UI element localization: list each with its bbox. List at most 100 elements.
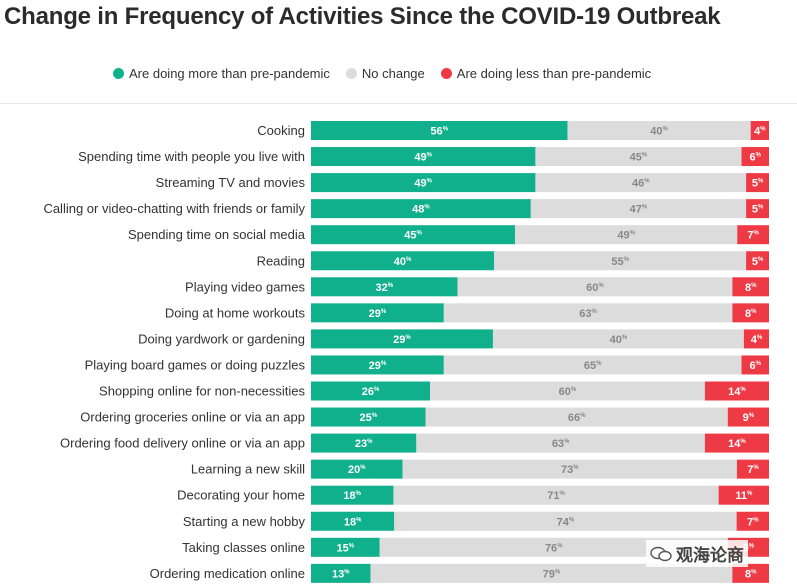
bar-segment-same: [425, 407, 728, 427]
legend-swatch-no-change: [345, 68, 357, 79]
category-label: Cooking: [257, 123, 305, 138]
bar-row: Playing video games 32% 60% 8%: [185, 277, 769, 297]
bar-row: Ordering groceries online or via an app 2…: [80, 407, 769, 427]
legend-item-more: Are doing more than pre-pandemic: [113, 66, 330, 81]
chart-title: Change in Frequency of Activities Since …: [4, 3, 721, 30]
bar-row: Playing board games or doing puzzles 29% 6…: [85, 355, 769, 375]
bar-segment-more: [311, 251, 495, 271]
bar-row: Cooking 56% 40% 4%: [257, 121, 769, 140]
bar-row: Streaming TV and movies 49% 46% 5%: [156, 173, 769, 193]
bar-segment-same: [430, 381, 705, 401]
bar-segment-same: [370, 563, 733, 583]
category-label: Playing video games: [185, 279, 305, 294]
bar-segment-more: [311, 303, 444, 323]
bar-segment-same: [492, 329, 744, 349]
category-label: Doing at home workouts: [165, 305, 306, 320]
legend-item-no-change: No change: [345, 66, 425, 81]
bar-segment-less: [743, 329, 769, 349]
bar-row: Spending time with people you live with 4…: [78, 147, 769, 167]
bar-segment-same: [416, 433, 705, 453]
header-divider: [0, 103, 797, 104]
bar-segment-less: [732, 277, 769, 297]
bar-row: Doing at home workouts 29% 63% 8%: [165, 303, 769, 323]
bar-segment-more: [311, 563, 371, 583]
bar-segment-less: [736, 459, 769, 479]
bar-segment-same: [402, 459, 737, 479]
bar-segment-same: [567, 121, 751, 140]
bar-segment-less: [750, 121, 769, 140]
category-label: Streaming TV and movies: [156, 175, 306, 190]
category-label: Shopping online for non-necessities: [99, 384, 305, 399]
bar-segment-same: [535, 147, 742, 167]
bar-segment-less: [737, 225, 769, 245]
bar-segment-less: [727, 407, 769, 427]
bar-row: Decorating your home 18% 71% 11%: [177, 485, 769, 505]
category-label: Playing board games or doing puzzles: [85, 357, 306, 372]
bar-row: Ordering medication online 13% 79% 8%: [150, 563, 769, 583]
bar-segment-same: [457, 277, 733, 297]
legend-label-less: Are doing less than pre-pandemic: [456, 66, 652, 81]
category-label: Ordering medication online: [150, 566, 305, 581]
category-label: Learning a new skill: [191, 462, 305, 477]
bar-segment-less: [718, 485, 769, 505]
bar-segment-more: [311, 485, 394, 505]
bar-segment-same: [535, 173, 747, 193]
legend: Are doing more than pre-pandemic No chan…: [113, 66, 667, 81]
category-label: Ordering food delivery online or via an …: [60, 436, 305, 451]
bar-segment-less: [704, 381, 769, 401]
bar-row: Ordering food delivery online or via an …: [60, 433, 769, 453]
legend-swatch-more: [113, 68, 124, 79]
bar-segment-same: [393, 485, 719, 505]
category-label: Doing yardwork or gardening: [138, 331, 305, 346]
bar-row: Doing yardwork or gardening 29% 40% 4%: [138, 329, 769, 349]
bar-segment-more: [311, 381, 431, 401]
bar-segment-less: [736, 511, 769, 531]
watermark: 观海论商: [646, 540, 748, 567]
bar-segment-less: [741, 355, 769, 375]
bar-segment-more: [311, 329, 493, 349]
category-label: Spending time on social media: [128, 227, 306, 242]
bar-segment-more: [311, 277, 458, 297]
category-label: Reading: [257, 253, 305, 268]
bar-row: Learning a new skill 20% 73% 7%: [191, 459, 769, 479]
category-label: Calling or video-chatting with friends o…: [43, 201, 305, 216]
legend-swatch-less: [440, 68, 452, 79]
bar-segment-more: [311, 511, 395, 531]
bar-segment-more: [311, 199, 531, 219]
bar-row: Spending time on social media 45% 49% 7%: [128, 225, 769, 245]
category-label: Taking classes online: [182, 540, 305, 555]
bar-segment-same: [515, 225, 738, 245]
bar-segment-same: [379, 537, 728, 557]
category-label: Ordering groceries online or via an app: [80, 410, 305, 425]
bar-segment-more: [311, 459, 403, 479]
bar-segment-more: [311, 225, 516, 245]
bar-segment-more: [311, 147, 536, 167]
bar-segment-same: [394, 511, 737, 531]
bar-segment-less: [746, 173, 769, 193]
bar-row: Shopping online for non-necessities 26% 60…: [99, 381, 769, 401]
bar-row: Calling or video-chatting with friends o…: [43, 199, 769, 219]
legend-item-less: Are doing less than pre-pandemic: [440, 66, 652, 81]
category-label: Spending time with people you live with: [78, 149, 305, 164]
category-label: Decorating your home: [177, 488, 305, 503]
bar-segment-less: [746, 251, 769, 271]
bar-segment-less: [704, 433, 769, 453]
bar-row: Starting a new hobby 18% 74% 7%: [183, 511, 769, 531]
bar-segment-more: [311, 433, 417, 453]
bar-segment-less: [732, 303, 769, 323]
bar-segment-more: [311, 173, 536, 193]
bar-segment-more: [311, 407, 426, 427]
legend-label-no-change: No change: [361, 66, 425, 81]
bar-segment-more: [311, 355, 444, 375]
category-label: Starting a new hobby: [183, 514, 306, 529]
bar-segment-more: [311, 121, 568, 140]
bar-segment-same: [530, 199, 747, 219]
bar-segment-less: [741, 147, 769, 167]
bar-segment-more: [311, 537, 380, 557]
bar-row: Reading 40% 55% 5%: [257, 251, 769, 271]
bar-segment-same: [443, 355, 742, 375]
bar-segment-less: [732, 563, 769, 583]
bar-segment-same: [494, 251, 747, 271]
